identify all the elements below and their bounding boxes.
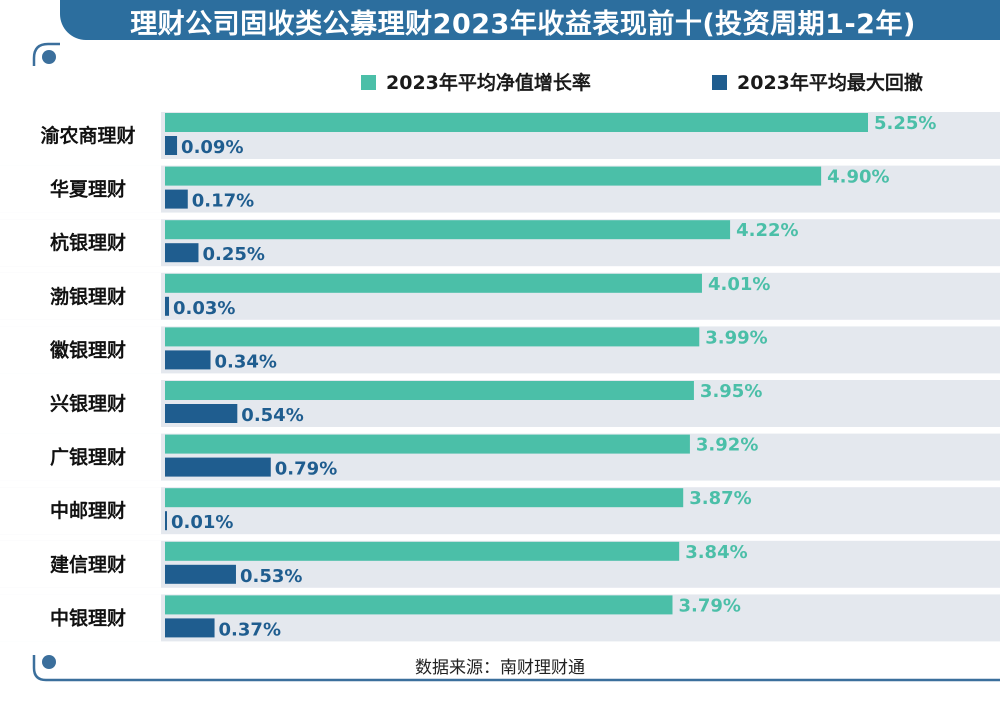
growth-value-label: 3.92% — [696, 435, 758, 456]
drawdown-value-label: 0.17% — [192, 191, 254, 212]
growth-value-label: 5.25% — [874, 113, 936, 134]
category-cell — [0, 540, 161, 588]
category-cell — [0, 165, 161, 213]
category-cell — [0, 219, 161, 267]
category-label: 渝农商理财 — [40, 124, 135, 147]
drawdown-value-label: 0.79% — [275, 459, 337, 480]
drawdown-bar — [165, 189, 188, 209]
category-label: 广银理财 — [50, 446, 126, 469]
growth-value-label: 3.79% — [678, 595, 740, 616]
drawdown-value-label: 0.25% — [202, 244, 264, 265]
growth-bar — [165, 220, 731, 240]
category-label: 杭银理财 — [50, 231, 126, 254]
legend-swatch-drawdown — [712, 75, 727, 90]
legend-item-drawdown: 2023年平均最大回撤 — [712, 68, 923, 95]
drawdown-bar — [165, 618, 215, 638]
category-label: 兴银理财 — [50, 392, 126, 415]
growth-value-label: 3.95% — [700, 381, 762, 402]
drawdown-bar — [165, 564, 236, 584]
category-cell — [0, 272, 161, 320]
legend-label-growth: 2023年平均净值增长率 — [386, 72, 591, 94]
drawdown-bar — [165, 511, 167, 531]
category-label: 中银理财 — [50, 606, 126, 629]
drawdown-bar — [165, 404, 238, 423]
growth-bar — [165, 488, 684, 508]
growth-value-label: 3.99% — [705, 327, 767, 348]
drawdown-bar — [165, 457, 271, 477]
category-cell — [0, 326, 161, 374]
drawdown-value-label: 0.03% — [173, 298, 235, 319]
drawdown-value-label: 0.34% — [215, 351, 277, 372]
legend-item-growth: 2023年平均净值增长率 — [361, 68, 591, 95]
growth-bar — [165, 273, 702, 293]
growth-bar — [165, 434, 690, 454]
growth-bar — [165, 595, 673, 615]
category-label: 华夏理财 — [50, 178, 126, 201]
frame-dot-bottom — [42, 655, 56, 669]
growth-bar — [165, 381, 694, 400]
drawdown-bar — [165, 136, 178, 155]
category-cell — [0, 487, 161, 535]
growth-bar — [165, 541, 680, 561]
category-label: 建信理财 — [50, 553, 126, 576]
growth-value-label: 4.22% — [736, 220, 798, 241]
category-cell — [0, 380, 161, 427]
legend-label-drawdown: 2023年平均最大回撤 — [737, 72, 923, 94]
growth-value-label: 3.84% — [685, 542, 747, 563]
growth-value-label: 3.87% — [689, 488, 751, 509]
drawdown-value-label: 0.53% — [240, 566, 302, 587]
source-note: 数据来源：南财理财通 — [415, 658, 585, 678]
category-label: 中邮理财 — [50, 499, 126, 522]
drawdown-bar — [165, 296, 170, 316]
title-banner: 理财公司固收类公募理财2023年收益表现前十(投资周期1-2年) — [60, 0, 1000, 40]
drawdown-bar — [165, 243, 199, 263]
frame-corner-top — [32, 42, 60, 66]
growth-value-label: 4.90% — [827, 167, 889, 188]
frame-dot-top — [42, 50, 56, 64]
drawdown-value-label: 0.37% — [219, 619, 281, 640]
legend-swatch-growth — [361, 75, 376, 90]
category-cell — [0, 594, 161, 642]
chart-title: 理财公司固收类公募理财2023年收益表现前十(投资周期1-2年) — [130, 9, 916, 40]
growth-value-label: 4.01% — [708, 274, 770, 295]
drawdown-bar — [165, 350, 211, 370]
frame-line-bottom — [32, 655, 1000, 682]
growth-bar — [165, 327, 700, 347]
category-label: 徽银理财 — [49, 338, 126, 361]
drawdown-value-label: 0.01% — [171, 512, 233, 533]
growth-bar — [165, 113, 868, 132]
category-cell — [0, 112, 161, 159]
growth-bar — [165, 166, 822, 186]
drawdown-value-label: 0.09% — [181, 137, 243, 158]
drawdown-value-label: 0.54% — [241, 405, 303, 426]
category-cell — [0, 433, 161, 481]
category-label: 渤银理财 — [50, 285, 126, 308]
